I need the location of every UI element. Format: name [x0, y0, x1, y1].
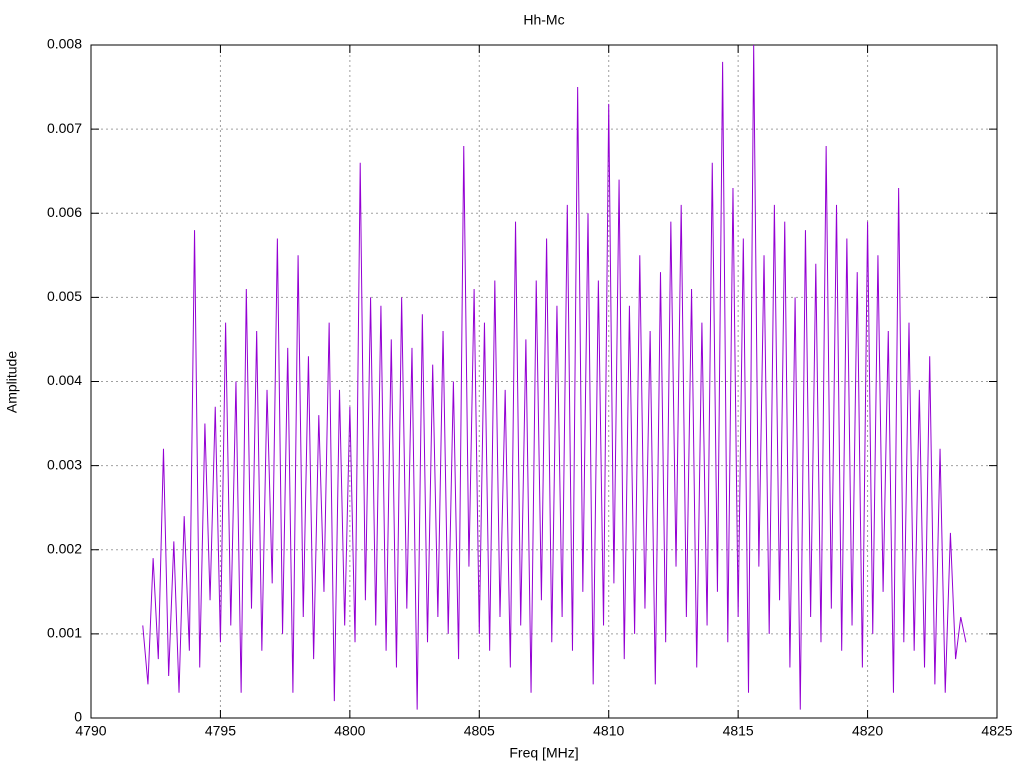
x-tick-label: 4800	[334, 723, 365, 739]
y-tick-label: 0	[74, 709, 82, 725]
y-tick-label: 0.003	[47, 456, 82, 472]
y-tick-label: 0.005	[47, 288, 82, 304]
x-axis-label: Freq [MHz]	[509, 745, 578, 761]
x-tick-label: 4790	[75, 723, 106, 739]
x-tick-label: 4820	[852, 723, 883, 739]
chart-title: Hh-Mc	[523, 12, 564, 28]
x-tick-label: 4815	[723, 723, 754, 739]
y-tick-label: 0.004	[47, 372, 82, 388]
y-tick-label: 0.001	[47, 625, 82, 641]
x-tick-label: 4795	[205, 723, 236, 739]
x-tick-label: 4810	[593, 723, 624, 739]
data-line	[142, 44, 967, 710]
x-tick-label: 4825	[981, 723, 1012, 739]
y-tick-label: 0.006	[47, 204, 82, 220]
y-axis-label: Amplitude	[4, 351, 20, 413]
x-tick-label: 4805	[464, 723, 495, 739]
y-tick-label: 0.007	[47, 120, 82, 136]
plot-border	[90, 44, 998, 719]
y-tick-label: 0.008	[47, 36, 82, 52]
y-tick-label: 0.002	[47, 540, 82, 556]
